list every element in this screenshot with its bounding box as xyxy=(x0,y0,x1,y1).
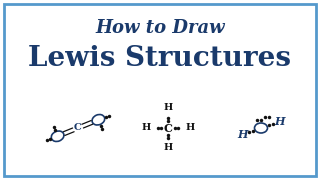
Text: How to Draw: How to Draw xyxy=(95,19,225,37)
Text: Lewis Structures: Lewis Structures xyxy=(28,44,292,71)
Text: C: C xyxy=(74,123,82,132)
Text: H: H xyxy=(275,116,285,127)
Text: H: H xyxy=(164,143,172,152)
Text: C: C xyxy=(164,123,172,134)
Text: H: H xyxy=(237,129,247,140)
Text: H: H xyxy=(185,123,195,132)
Text: H: H xyxy=(164,103,172,112)
Text: H: H xyxy=(141,123,151,132)
